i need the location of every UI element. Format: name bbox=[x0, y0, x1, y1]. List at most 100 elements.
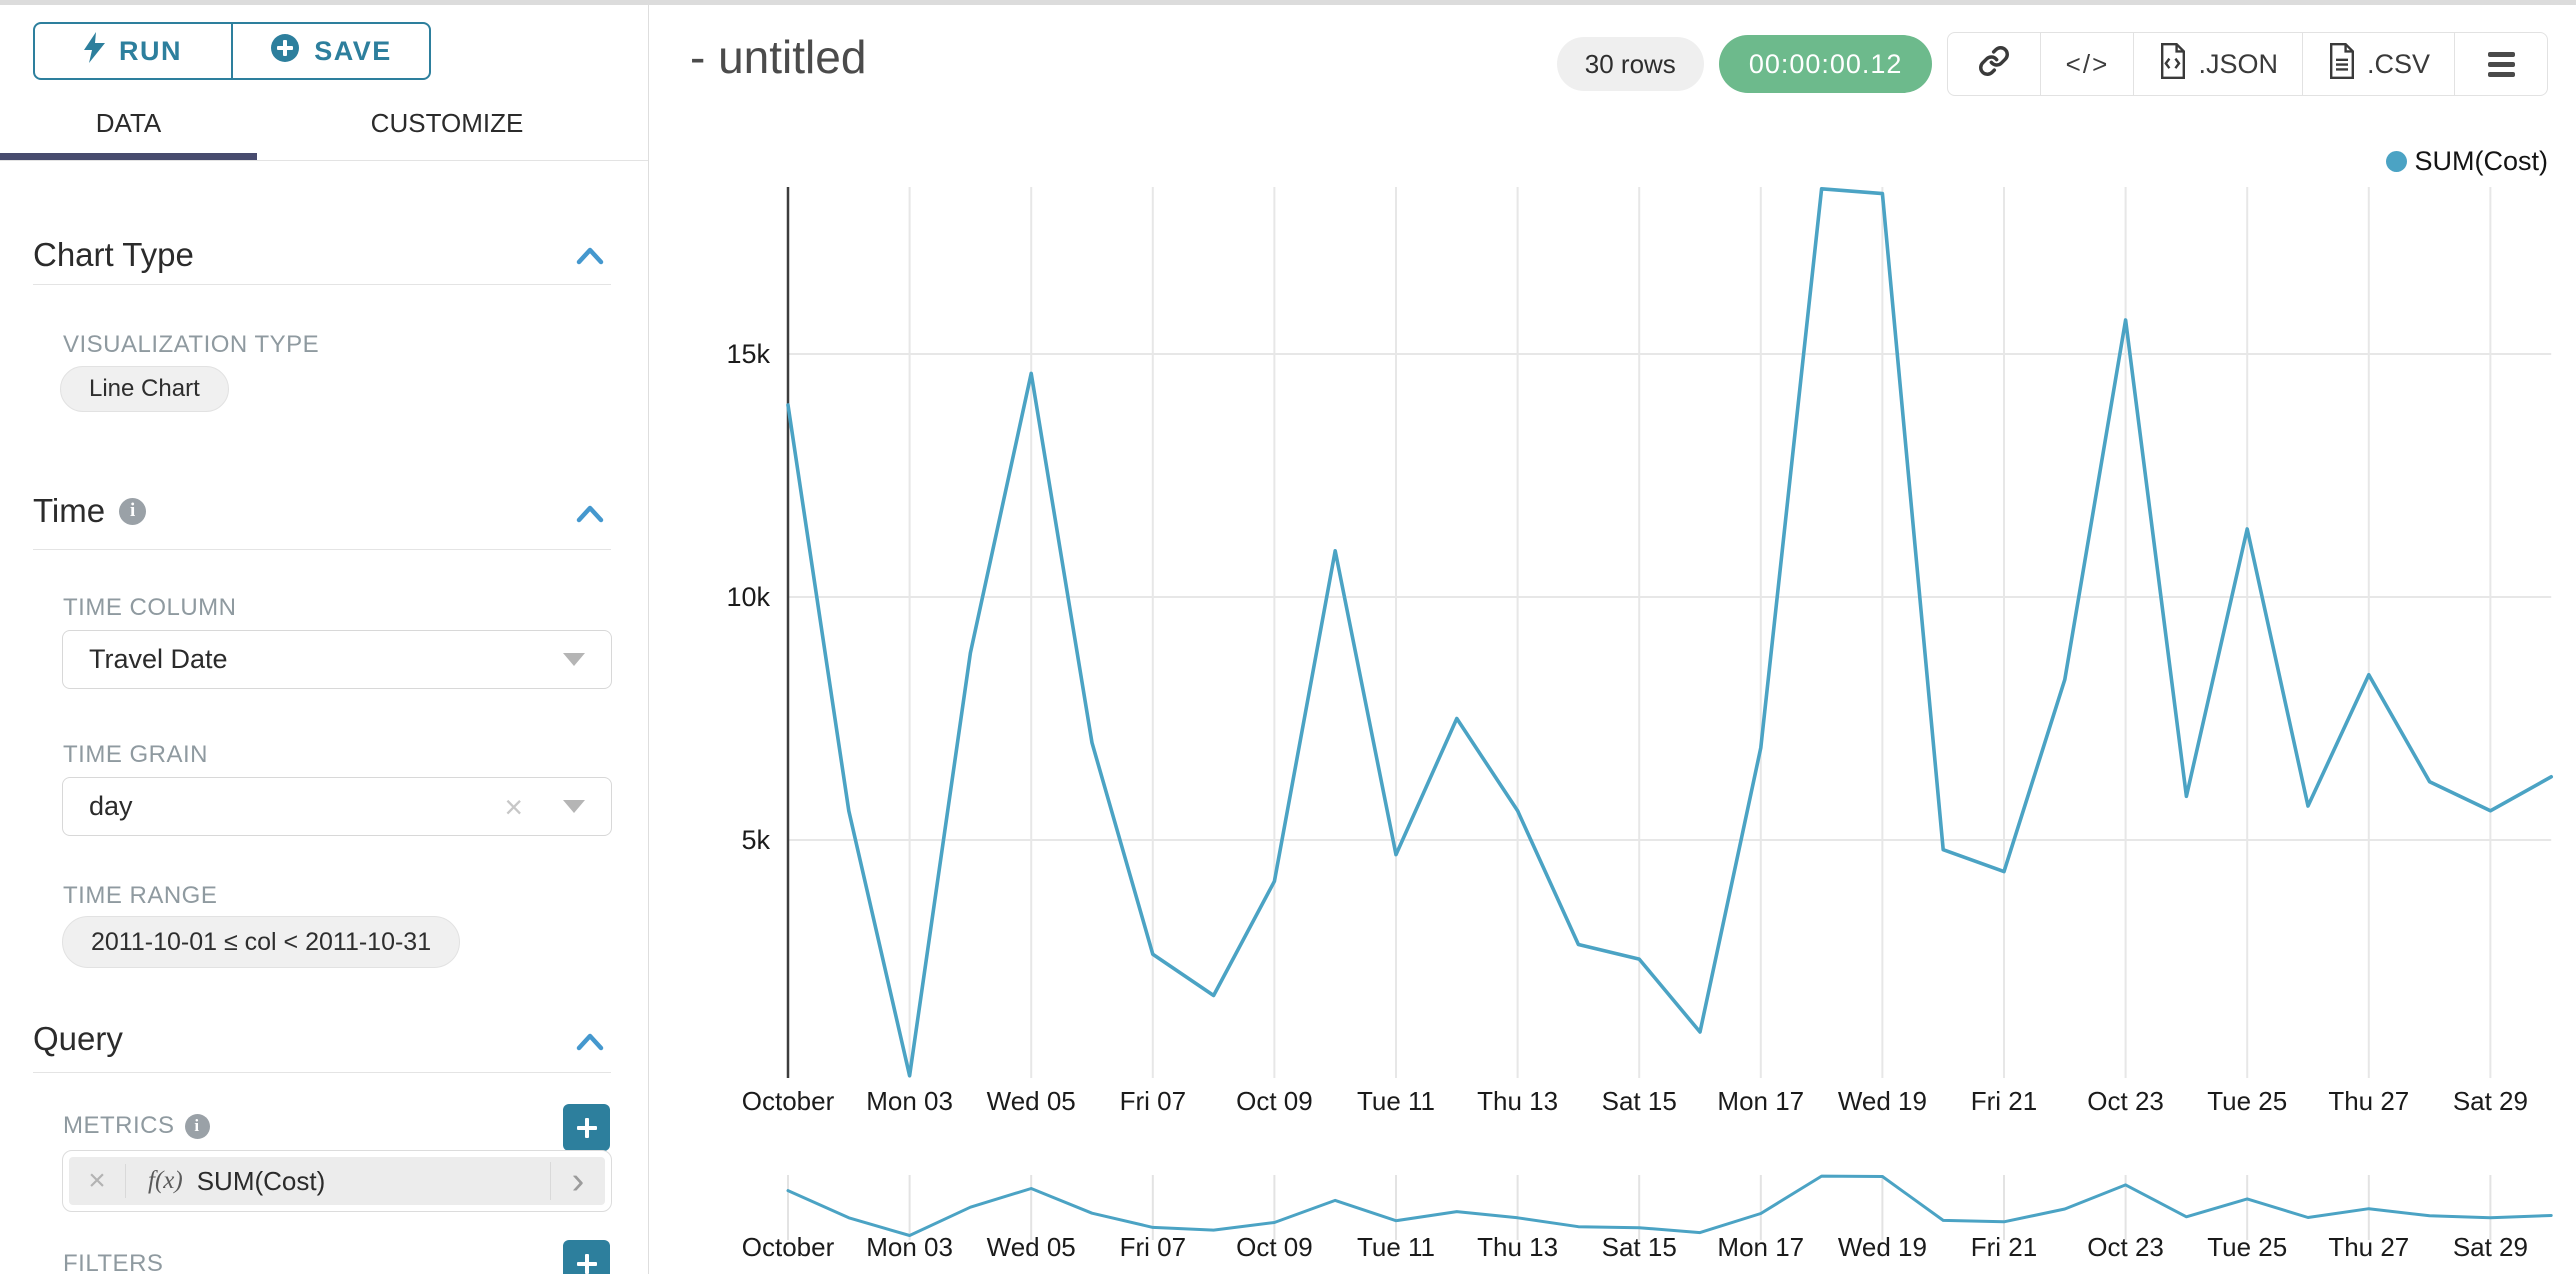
export-json-label: .JSON bbox=[2198, 48, 2278, 79]
chart-panel: - untitled 30 rows 00:00:00.12 </> .JSON bbox=[650, 0, 2576, 1274]
chart-title[interactable]: - untitled bbox=[690, 31, 867, 83]
add-metric-button[interactable] bbox=[563, 1104, 610, 1151]
plus-circle-icon bbox=[270, 33, 300, 70]
lightning-bolt-icon bbox=[84, 32, 105, 70]
svg-text:Mon 17: Mon 17 bbox=[1717, 1086, 1804, 1116]
control-panel-sidebar: RUN SAVE DATA CUSTOMIZE Chart Type VISUA… bbox=[0, 0, 649, 1274]
svg-text:Fri 07: Fri 07 bbox=[1120, 1232, 1186, 1262]
top-border-strip bbox=[0, 0, 2576, 5]
metrics-label-text: METRICS bbox=[63, 1112, 175, 1139]
svg-text:Thu 13: Thu 13 bbox=[1477, 1232, 1558, 1262]
svg-text:5k: 5k bbox=[741, 825, 770, 855]
section-chart-type-title: Chart Type bbox=[33, 236, 194, 273]
section-divider bbox=[33, 1072, 611, 1073]
export-csv-label: .CSV bbox=[2366, 48, 2430, 79]
run-button-label: RUN bbox=[119, 35, 182, 66]
line-chart[interactable]: 5k 10k 15k October Mon 03 Wed 05 Fri 07 Oct 09 T… bbox=[650, 0, 2576, 1274]
expand-metric-chevron-icon[interactable]: › bbox=[550, 1162, 605, 1200]
save-button[interactable]: SAVE bbox=[233, 24, 429, 78]
legend-series-dot bbox=[2385, 151, 2407, 172]
svg-text:Tue 11: Tue 11 bbox=[1357, 1232, 1435, 1262]
chart-header-actions: 30 rows 00:00:00.12 </> .JSON bbox=[1556, 32, 2548, 96]
svg-text:15k: 15k bbox=[726, 339, 770, 369]
code-icon: </> bbox=[2065, 48, 2110, 79]
hamburger-menu-icon bbox=[2487, 51, 2515, 77]
svg-text:Sat 29: Sat 29 bbox=[2453, 1232, 2528, 1262]
time-column-value: Travel Date bbox=[89, 644, 228, 674]
link-icon bbox=[1978, 45, 2010, 84]
visualization-type-value[interactable]: Line Chart bbox=[60, 366, 229, 412]
section-divider bbox=[33, 284, 611, 285]
time-grain-select[interactable]: day × bbox=[62, 777, 612, 836]
caret-down-icon[interactable] bbox=[563, 653, 585, 666]
caret-down-icon[interactable] bbox=[563, 800, 585, 813]
svg-text:Wed 05: Wed 05 bbox=[987, 1232, 1076, 1262]
svg-text:October: October bbox=[742, 1232, 835, 1262]
svg-text:10k: 10k bbox=[726, 582, 770, 612]
metric-value: SUM(Cost) bbox=[196, 1165, 326, 1196]
svg-text:Wed 05: Wed 05 bbox=[987, 1086, 1076, 1116]
legend-series-label: SUM(Cost) bbox=[2414, 146, 2549, 176]
time-grain-value: day bbox=[89, 791, 133, 821]
run-save-button-group: RUN SAVE bbox=[33, 22, 431, 80]
tabs-divider bbox=[0, 160, 648, 161]
export-csv-button[interactable]: .CSV bbox=[2301, 33, 2454, 95]
run-button[interactable]: RUN bbox=[35, 24, 233, 78]
save-button-label: SAVE bbox=[314, 35, 392, 66]
tab-customize-label: CUSTOMIZE bbox=[370, 108, 524, 138]
svg-text:Fri 07: Fri 07 bbox=[1120, 1086, 1186, 1116]
svg-text:Thu 27: Thu 27 bbox=[2328, 1086, 2409, 1116]
time-column-label: TIME COLUMN bbox=[63, 594, 237, 621]
svg-text:Wed 19: Wed 19 bbox=[1838, 1086, 1927, 1116]
time-grain-label: TIME GRAIN bbox=[63, 741, 209, 768]
svg-text:Sat 29: Sat 29 bbox=[2453, 1086, 2528, 1116]
file-text-icon bbox=[2327, 42, 2357, 86]
file-code-icon bbox=[2158, 42, 2188, 86]
svg-text:Sat 15: Sat 15 bbox=[1602, 1232, 1677, 1262]
svg-text:Oct 23: Oct 23 bbox=[2087, 1232, 2164, 1262]
svg-text:Oct 23: Oct 23 bbox=[2087, 1086, 2164, 1116]
filters-label: FILTERS bbox=[63, 1250, 164, 1274]
section-divider bbox=[33, 549, 611, 550]
chevron-up-icon[interactable] bbox=[576, 246, 604, 271]
svg-text:Fri 21: Fri 21 bbox=[1971, 1232, 2037, 1262]
metric-body[interactable]: f(x) SUM(Cost) bbox=[126, 1166, 550, 1197]
function-icon: f(x) bbox=[148, 1167, 183, 1194]
view-query-button[interactable]: </> bbox=[2040, 33, 2133, 95]
tab-data[interactable]: DATA bbox=[0, 108, 257, 139]
time-title-text: Time bbox=[33, 492, 106, 529]
metric-item[interactable]: × f(x) SUM(Cost) › bbox=[62, 1150, 612, 1212]
metric-pill: × f(x) SUM(Cost) › bbox=[69, 1157, 605, 1205]
time-column-select[interactable]: Travel Date bbox=[62, 630, 612, 689]
svg-text:Fri 21: Fri 21 bbox=[1971, 1086, 2037, 1116]
info-icon[interactable]: i bbox=[119, 497, 147, 525]
tab-customize[interactable]: CUSTOMIZE bbox=[287, 108, 607, 139]
add-filter-button[interactable] bbox=[563, 1240, 610, 1274]
chart-menu-button[interactable] bbox=[2454, 33, 2547, 95]
svg-text:Mon 03: Mon 03 bbox=[866, 1232, 953, 1262]
svg-text:Oct 09: Oct 09 bbox=[1236, 1086, 1313, 1116]
export-json-button[interactable]: .JSON bbox=[2133, 33, 2302, 95]
svg-text:Mon 03: Mon 03 bbox=[866, 1086, 953, 1116]
info-icon[interactable]: i bbox=[184, 1113, 210, 1139]
svg-text:Tue 25: Tue 25 bbox=[2207, 1086, 2287, 1116]
active-tab-underline bbox=[0, 153, 257, 160]
chevron-up-icon[interactable] bbox=[576, 1032, 604, 1057]
tab-data-label: DATA bbox=[95, 108, 162, 138]
time-range-value[interactable]: 2011-10-01 ≤ col < 2011-10-31 bbox=[62, 916, 461, 968]
row-count-badge: 30 rows bbox=[1556, 37, 1704, 91]
section-time-title: Time i bbox=[33, 492, 147, 530]
time-range-label: TIME RANGE bbox=[63, 882, 218, 909]
section-query-title: Query bbox=[33, 1020, 123, 1057]
export-button-group: </> .JSON .CSV bbox=[1947, 32, 2548, 96]
metrics-label: METRICS i bbox=[63, 1112, 210, 1140]
clear-icon[interactable]: × bbox=[504, 788, 523, 825]
remove-metric-icon[interactable]: × bbox=[69, 1164, 126, 1198]
svg-text:October: October bbox=[742, 1086, 835, 1116]
chevron-up-icon[interactable] bbox=[576, 504, 604, 529]
share-link-button[interactable] bbox=[1948, 33, 2040, 95]
svg-text:Wed 19: Wed 19 bbox=[1838, 1232, 1927, 1262]
legend-sum-cost[interactable]: SUM(Cost) bbox=[2385, 146, 2549, 177]
svg-text:Thu 13: Thu 13 bbox=[1477, 1086, 1558, 1116]
